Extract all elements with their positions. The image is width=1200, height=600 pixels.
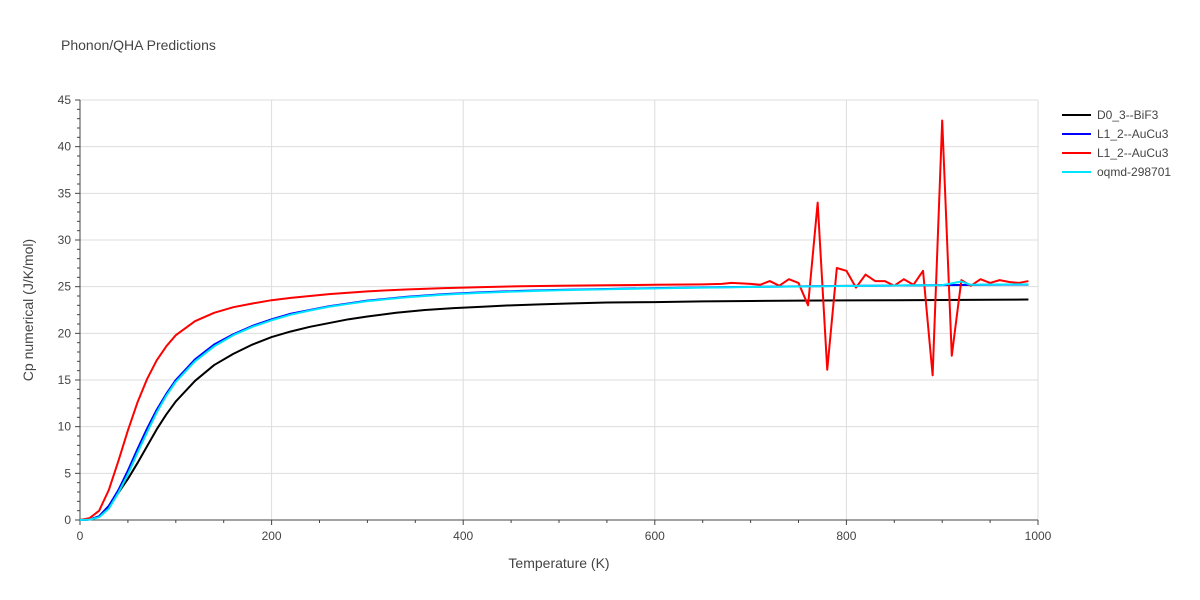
y-tick-label: 5	[64, 466, 71, 480]
axis-layer	[75, 99, 1039, 525]
legend[interactable]: D0_3--BiF3 L1_2--AuCu3 L1_2--AuCu3 oqmd-298…	[1062, 108, 1171, 179]
series-layer	[79, 119, 1029, 521]
legend-label: L1_2--AuCu3	[1097, 146, 1169, 160]
x-tick-label: 1000	[1025, 529, 1052, 543]
x-tick-label: 200	[262, 529, 282, 543]
x-tick-label: 0	[77, 529, 84, 543]
legend-item-2[interactable]: L1_2--AuCu3	[1062, 127, 1169, 141]
y-tick-label: 25	[58, 280, 72, 294]
x-axis-title: Temperature (K)	[508, 555, 609, 571]
legend-label: L1_2--AuCu3	[1097, 127, 1169, 141]
y-tick-label: 35	[58, 186, 72, 200]
y-tick-label: 15	[58, 373, 72, 387]
y-tick-label: 0	[64, 513, 71, 527]
chart-title: Phonon/QHA Predictions	[61, 37, 216, 53]
series-line-4	[79, 280, 1029, 521]
y-tick-label: 20	[58, 326, 72, 340]
legend-item-4[interactable]: oqmd-298701	[1062, 165, 1171, 179]
y-axis-title: Cp numerical (J/K/mol)	[20, 239, 36, 381]
series-line-2	[79, 283, 1029, 521]
legend-label: oqmd-298701	[1097, 165, 1171, 179]
series-line-3	[79, 119, 1029, 521]
legend-item-3[interactable]: L1_2--AuCu3	[1062, 146, 1169, 160]
y-tick-label: 30	[58, 233, 72, 247]
series-line-1	[79, 298, 1029, 521]
x-tick-label: 600	[645, 529, 665, 543]
y-tick-label: 45	[58, 93, 72, 107]
y-tick-label: 40	[58, 140, 72, 154]
tick-label-layer: 0 200 400 600 800 1000 0 5 10 15 20 25 30 35 40 45	[58, 93, 1052, 543]
y-tick-label: 10	[58, 420, 72, 434]
x-tick-label: 400	[453, 529, 473, 543]
legend-item-1[interactable]: D0_3--BiF3	[1062, 108, 1159, 122]
legend-label: D0_3--BiF3	[1097, 108, 1159, 122]
x-tick-label: 800	[836, 529, 856, 543]
